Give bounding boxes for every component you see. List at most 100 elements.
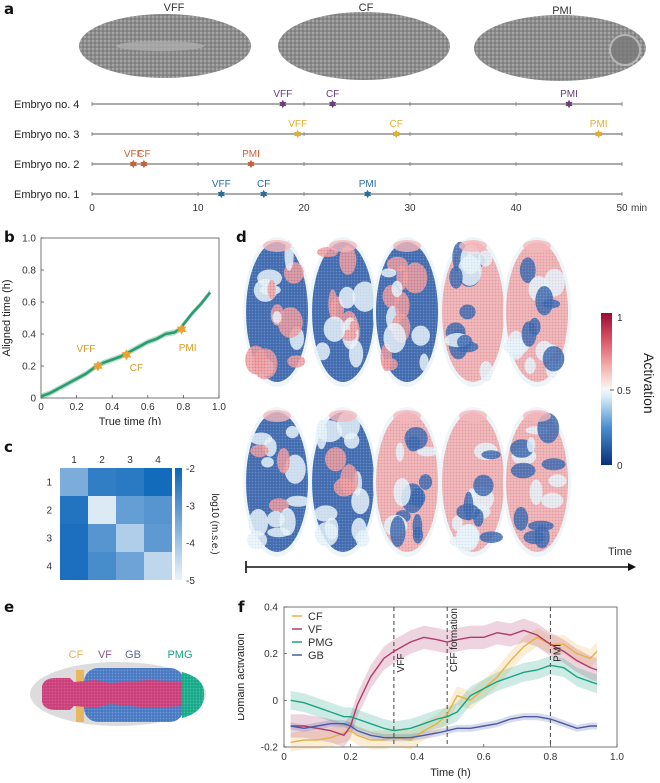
panel-c-heatmap: 1 2 3 4 1 2 3 4 -2 -3 -4 -5 log10 (m.s.e.) (46, 455, 220, 587)
vf-domain (42, 678, 182, 710)
activation-patch (393, 478, 411, 507)
activation-patch (529, 479, 543, 505)
activation-patch (383, 322, 406, 354)
heatmap-cell (144, 496, 172, 524)
timeline-x-tick-label: 30 (404, 203, 416, 214)
panel-b-chart: 0 0.2 0.4 0.6 0.8 1.0 0 0.2 0.4 0.6 0.8 1.0 True tim… (1, 234, 226, 426)
anterior-cap (523, 240, 551, 252)
event-label-vff: VFF (212, 179, 231, 190)
activation-patch (457, 334, 473, 350)
activation-patch (473, 474, 494, 497)
panel-label-e: e (4, 598, 15, 616)
event-label-vff: VFF (77, 344, 96, 355)
pmg-domain (182, 672, 205, 718)
confidence-band-pmg (290, 656, 598, 740)
y-axis-label: Aligned time (h) (1, 279, 13, 356)
y-tick-label: 0.2 (22, 362, 36, 373)
activation-patch (460, 244, 481, 275)
panel-label-a: a (4, 0, 15, 18)
activation-patch (479, 360, 493, 382)
heatmap-cell (144, 524, 172, 552)
embryo-activation-map (243, 407, 311, 557)
anterior-cap (263, 410, 291, 422)
event-marker-vff (217, 189, 225, 199)
colorbar-label-activation: Activation (641, 353, 657, 414)
heatmap-colorbar (175, 468, 182, 580)
y-axis-label: Domain activation (238, 633, 247, 720)
event-marker-vff (129, 159, 137, 169)
x-tick-label: 0.2 (70, 402, 84, 413)
activation-patch (323, 316, 346, 342)
y-tick-label: 0 (272, 696, 278, 707)
anterior-cap (459, 410, 487, 422)
event-marker-vff (279, 99, 287, 109)
activation-patch (339, 245, 357, 275)
ventral-furrow-mark (116, 41, 204, 51)
activation-patch (548, 474, 567, 488)
anterior-cap (459, 240, 487, 252)
activation-patch (272, 311, 282, 324)
activation-patch (403, 262, 428, 294)
event-marker-pmi (247, 159, 255, 169)
anterior-cap (523, 410, 551, 422)
panel-d-embryos: 1 0.5 0 Activation Time (243, 237, 657, 573)
vline-label: VFF (396, 654, 407, 673)
event-label-pmi: PMI (359, 179, 377, 190)
colorbar-tick-label: -3 (186, 501, 195, 512)
heatmap-cell (60, 468, 88, 496)
activation-patch (261, 457, 274, 468)
colorbar-tick-0-5: 0.5 (617, 386, 631, 397)
panel-label-b: b (4, 228, 15, 246)
event-label-pmi: PMI (242, 149, 260, 160)
timeline-x-tick-label: 50 (616, 203, 628, 214)
event-marker-cf (260, 189, 268, 199)
timeline-x-tick-label: 0 (89, 203, 95, 214)
heatmap-cell (88, 524, 116, 552)
activation-patch (481, 450, 501, 460)
activation-patch (352, 281, 378, 312)
heatmap-row-label: 1 (46, 478, 52, 489)
embryo-title-vff: VFF (164, 2, 185, 14)
activation-patch (419, 353, 429, 372)
heatmap-cell (60, 524, 88, 552)
embryo-image-cf (278, 12, 450, 80)
anterior-cap (393, 410, 421, 422)
activation-patch (406, 435, 421, 452)
activation-patch (351, 488, 370, 515)
series-line-vf (290, 629, 598, 737)
activation-patch (315, 342, 330, 361)
legend-label-vf: VF (308, 624, 322, 636)
event-label-cf: CF (257, 179, 270, 190)
activation-patch (277, 307, 303, 338)
timeline-x-tick-label: 40 (510, 203, 522, 214)
domain-label-vf: VF (98, 649, 112, 661)
heatmap-cell (116, 552, 144, 580)
activation-patch (395, 442, 405, 462)
event-marker-cf (329, 99, 337, 109)
activation-patch (341, 329, 357, 341)
event-label-pmi: PMI (179, 343, 197, 354)
heatmap-col-label: 4 (155, 455, 161, 466)
y-tick-label: 0.4 (22, 330, 36, 341)
domain-label-cf: CF (69, 649, 84, 661)
embryo-activation-map (503, 407, 571, 557)
confidence-band-vf (290, 618, 598, 747)
timeline-row-label: Embryo no. 2 (14, 159, 79, 171)
activation-patch (451, 515, 463, 532)
event-label-vff: VFF (124, 149, 143, 160)
embryo-activation-map (439, 237, 507, 387)
activation-patch (250, 444, 269, 458)
heatmap-cell (60, 552, 88, 580)
timeline-x-tick-label: 10 (192, 203, 204, 214)
event-label-pmi: PMI (560, 89, 578, 100)
heatmap-col-label: 2 (99, 455, 105, 466)
legend-label-pmg: PMG (308, 637, 333, 649)
event-marker-pmi (565, 99, 573, 109)
activation-patch (503, 338, 529, 355)
activation-patch (510, 462, 536, 479)
activation-patch (524, 357, 536, 375)
activation-patch (449, 535, 475, 548)
activation-patch (248, 508, 269, 537)
